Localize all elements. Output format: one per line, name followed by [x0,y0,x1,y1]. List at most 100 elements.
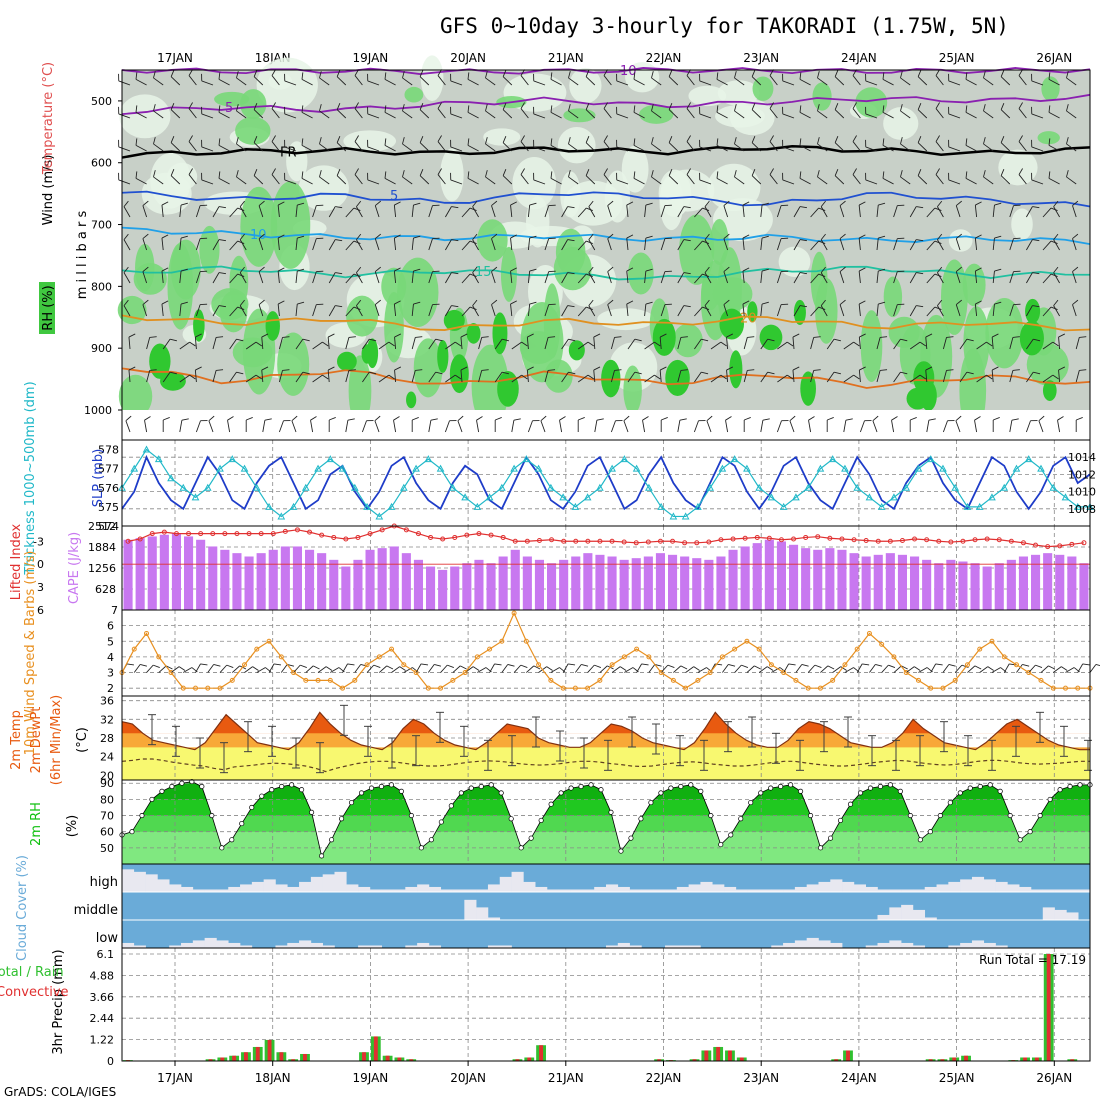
wind-barb [792,337,795,350]
wind-barb [1026,371,1034,383]
rh-saturated-cell [361,344,373,364]
cloud-high-bar [1019,886,1032,892]
wind-barb [704,239,712,251]
wind-barb [1048,111,1060,119]
wind-barb [1072,304,1077,317]
wind-barb [776,271,782,284]
cape-bar [1079,563,1089,610]
wind-barb [366,664,375,673]
wind-barb [179,205,182,218]
wind-barb [776,238,782,251]
wind-barb-flag [946,369,954,371]
rh-moist-cell [199,225,220,274]
thickness-marker [596,483,604,491]
wind-barb-flag [716,105,719,113]
wind-barb-flag [686,102,691,109]
cape-bar [776,541,786,610]
wind-barb [419,175,430,185]
wind-barb-flag [634,338,642,342]
wind-barb [511,341,522,350]
rh-dry-patch [883,107,919,140]
wind-barb-flag [626,201,634,206]
rh2m-marker [338,816,345,822]
wind-barb-flag [900,371,908,375]
wind-barb-flag [1058,366,1066,371]
cape-bar [341,566,351,610]
wind-barb-flag [180,202,188,206]
wind-barb-flag [654,664,662,667]
wind-barb [742,205,745,218]
rh-dry-patch [569,67,602,104]
wind-barb-flag [394,366,402,371]
cape-tick-label: 1884 [88,541,116,554]
rh2m-marker [239,821,245,827]
rh2m-marker [418,845,424,851]
wind-barb [135,144,147,152]
wind-barb [444,420,450,433]
wind-barb [402,176,413,185]
wind-barb [188,174,197,185]
wind-barb-flag [1000,136,1005,143]
wind-barb [550,111,562,119]
wind-barb [992,304,995,317]
wind-barb-flag [862,663,870,666]
wind-barb-flag [437,102,442,109]
wind-barb-flag [872,415,879,422]
bottom-date-label: 20JAN [450,1071,486,1085]
wind-barb-flag [510,234,517,239]
wind-barb [716,177,728,185]
wind-barb [743,370,748,383]
rh-dry-patch [563,180,623,226]
wind-barb-flag [550,171,553,179]
wind-barb-flag [1066,137,1069,145]
wind-barb-flag [297,235,305,239]
thickness-marker [191,493,200,501]
wind-barb-flag [237,207,245,211]
wind-barb [955,205,961,218]
wind-barb-flag [878,235,886,239]
wind-barb [561,371,569,383]
thickness-marker [301,483,310,491]
rh-pressure-tick: 600 [91,157,112,170]
wind-barb [585,76,596,86]
wind-barb-flag [878,202,886,206]
wind-barb-flag [261,366,269,371]
wind-barb-flag [900,338,908,342]
cloud-high-bar [960,879,973,892]
wind-barb [925,337,928,350]
wind-barb [793,239,801,251]
wind-barb-flag [472,266,478,273]
cloud-high-bar [240,884,253,892]
wind-barb-flag [533,665,541,670]
wind-barb [125,420,131,433]
wind-barb-flag [626,300,634,305]
rh-moist-cell [270,181,311,269]
wind-barb-flag [1048,138,1051,146]
cloud-low-bar [133,945,146,948]
wind-barb-flag [875,664,883,667]
wind-barb-flag [568,104,571,112]
cape-bar [1031,554,1041,610]
wind-barb-flag [301,171,304,179]
wind-barb-flag [327,333,335,338]
rh2m-marker [758,790,764,796]
wind-barb-flag [852,102,857,109]
wind-speed-marker [646,654,652,660]
thickness-marker [314,464,322,472]
wind-barb [817,110,828,119]
precip-convective-bar [1023,1057,1028,1061]
wind-barb [974,238,978,251]
wind-barb-flag [255,374,263,380]
wind-barb-flag [419,103,424,110]
wind-barb [477,667,487,673]
wind-barb-flag [917,70,922,77]
wind-barb [195,420,201,433]
wind-barb-flag [1018,102,1023,109]
thickness-marker [203,483,212,491]
wind-speed-marker [597,677,603,683]
wind-barb [356,305,363,317]
wind-barb-flag [799,171,802,179]
wind-barb [312,238,317,251]
